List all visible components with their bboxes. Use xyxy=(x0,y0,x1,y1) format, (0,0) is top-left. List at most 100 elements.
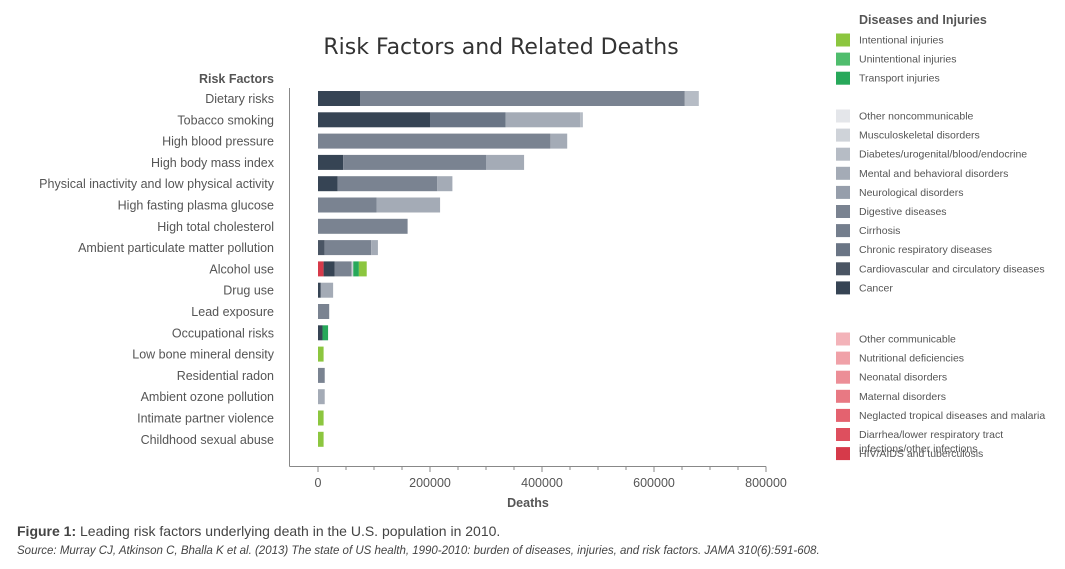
legend-swatch xyxy=(836,205,850,218)
legend-swatch xyxy=(836,428,850,441)
category-labels: Dietary risks Tobacco smoking High blood p… xyxy=(39,92,275,447)
category-label: Residential radon xyxy=(177,369,274,383)
bar-segment xyxy=(318,367,325,383)
legend-label: Nutritional deficiencies xyxy=(859,353,964,365)
legend-swatch xyxy=(836,389,850,403)
legend-label: Digestive diseases xyxy=(859,206,947,218)
bar-segment xyxy=(324,240,372,256)
bar-segment xyxy=(505,112,581,128)
legend-label: Unintentional injuries xyxy=(859,54,956,66)
legend-swatch xyxy=(836,281,850,295)
bar-segment xyxy=(353,261,359,277)
category-label: Low bone mineral density xyxy=(132,348,274,362)
bar-segment xyxy=(318,154,344,170)
category-label: Ambient particulate matter pollution xyxy=(78,241,274,255)
bars xyxy=(318,91,699,447)
legend-label: Other noncommunicable xyxy=(859,111,974,123)
bar-segment xyxy=(486,154,525,170)
y-axis-title: Risk Factors xyxy=(199,72,274,86)
bar-segment xyxy=(318,325,323,341)
legend-label: Diarrhea/lower respiratory tract infectio… xyxy=(859,429,1003,455)
legend-label: Transport injuries xyxy=(859,73,940,85)
bar-segment xyxy=(318,304,330,319)
category-label: Dietary risks xyxy=(205,92,274,106)
bar-segment xyxy=(337,176,438,192)
x-tick-label: 800000 xyxy=(745,476,787,490)
legend-label: Cirrhosis xyxy=(859,225,900,237)
bar-segment xyxy=(351,261,354,277)
risk-factor-chart: Risk Factors and Related Deaths Risk Fac… xyxy=(39,13,1045,510)
x-tick-labels: 0 200000 400000 600000 800000 xyxy=(315,476,787,490)
legend-swatch xyxy=(836,370,850,384)
bar-segment xyxy=(580,112,583,128)
legend-label: Musculoskeletal disorders xyxy=(859,130,980,142)
x-axis-title: Deaths xyxy=(507,496,549,510)
legend-label: Neurological disorders xyxy=(859,187,963,199)
legend-swatch xyxy=(836,408,850,422)
bar-segment xyxy=(358,261,367,277)
legend-label: HIV/AIDS and tuberculosis xyxy=(859,448,983,460)
legend-swatch xyxy=(836,351,850,365)
category-label: Lead exposure xyxy=(191,305,274,319)
category-label: High fasting plasma glucose xyxy=(118,199,274,213)
legend-swatch xyxy=(836,224,850,238)
bar-segment xyxy=(318,112,430,128)
legend-swatch xyxy=(836,147,850,161)
legend-swatch xyxy=(836,185,850,199)
bar-segment xyxy=(437,176,453,192)
category-label: Ambient ozone pollution xyxy=(141,390,274,404)
category-label: High body mass index xyxy=(151,156,275,170)
bar-segment xyxy=(318,91,360,106)
figure-caption: Figure 1: Leading risk factors underlyin… xyxy=(17,523,500,539)
bar-segment xyxy=(318,240,325,256)
category-label: Childhood sexual abuse xyxy=(141,433,274,447)
caption-text: Leading risk factors underlying death in… xyxy=(76,523,501,539)
legend-swatch xyxy=(836,128,850,142)
figure-source: Source: Murray CJ, Atkinson C, Bhalla K … xyxy=(17,545,820,557)
axes xyxy=(289,88,767,472)
legend-title: Diseases and Injuries xyxy=(859,13,987,27)
bar-segment xyxy=(318,346,324,362)
x-tick-label: 600000 xyxy=(633,476,675,490)
bar-segment xyxy=(320,282,334,298)
category-label: Occupational risks xyxy=(172,326,274,340)
bar-segment xyxy=(318,176,338,192)
bar-segment xyxy=(430,112,506,128)
category-label: High blood pressure xyxy=(162,135,274,149)
bar-segment xyxy=(318,410,324,426)
legend-swatch xyxy=(836,109,850,123)
category-label: Tobacco smoking xyxy=(177,113,274,127)
legend-swatch xyxy=(836,243,850,257)
caption-label: Figure 1: xyxy=(17,523,77,539)
bar-segment xyxy=(318,431,324,447)
legend-swatch xyxy=(836,33,850,47)
legend-swatch xyxy=(836,52,850,66)
bar-segment xyxy=(318,218,408,234)
legend-swatch xyxy=(836,332,850,346)
chart-title: Risk Factors and Related Deaths xyxy=(323,35,678,60)
category-label: Alcohol use xyxy=(209,262,274,276)
legend-label: Intentional injuries xyxy=(859,35,944,47)
bar-segment xyxy=(318,261,324,277)
bar-segment xyxy=(343,154,486,170)
category-label: High total cholesterol xyxy=(157,220,274,234)
bar-segment xyxy=(360,91,685,106)
bar-segment xyxy=(318,389,325,405)
category-label: Physical inactivity and low physical act… xyxy=(39,177,275,191)
legend-label: Neglacted tropical diseases and malaria xyxy=(859,410,1045,422)
bar-segment xyxy=(318,133,551,149)
legend-label: Maternal disorders xyxy=(859,391,946,403)
legend: Diseases and Injuries Intentional injuri… xyxy=(836,13,1045,461)
bar-segment xyxy=(323,261,335,277)
x-tick-label: 0 xyxy=(315,476,322,490)
bar-segment xyxy=(371,240,378,256)
legend-swatch xyxy=(836,262,850,276)
legend-label: Mental and behavioral disorders xyxy=(859,168,1008,180)
legend-label: Cardiovascular and circulatory diseases xyxy=(859,263,1045,275)
legend-label: Neonatal disorders xyxy=(859,372,947,384)
legend-swatch xyxy=(836,166,850,180)
legend-label: Cancer xyxy=(859,282,893,294)
category-label: Drug use xyxy=(223,284,274,298)
legend-swatch xyxy=(836,447,850,461)
legend-label: Chronic respiratory diseases xyxy=(859,244,992,256)
